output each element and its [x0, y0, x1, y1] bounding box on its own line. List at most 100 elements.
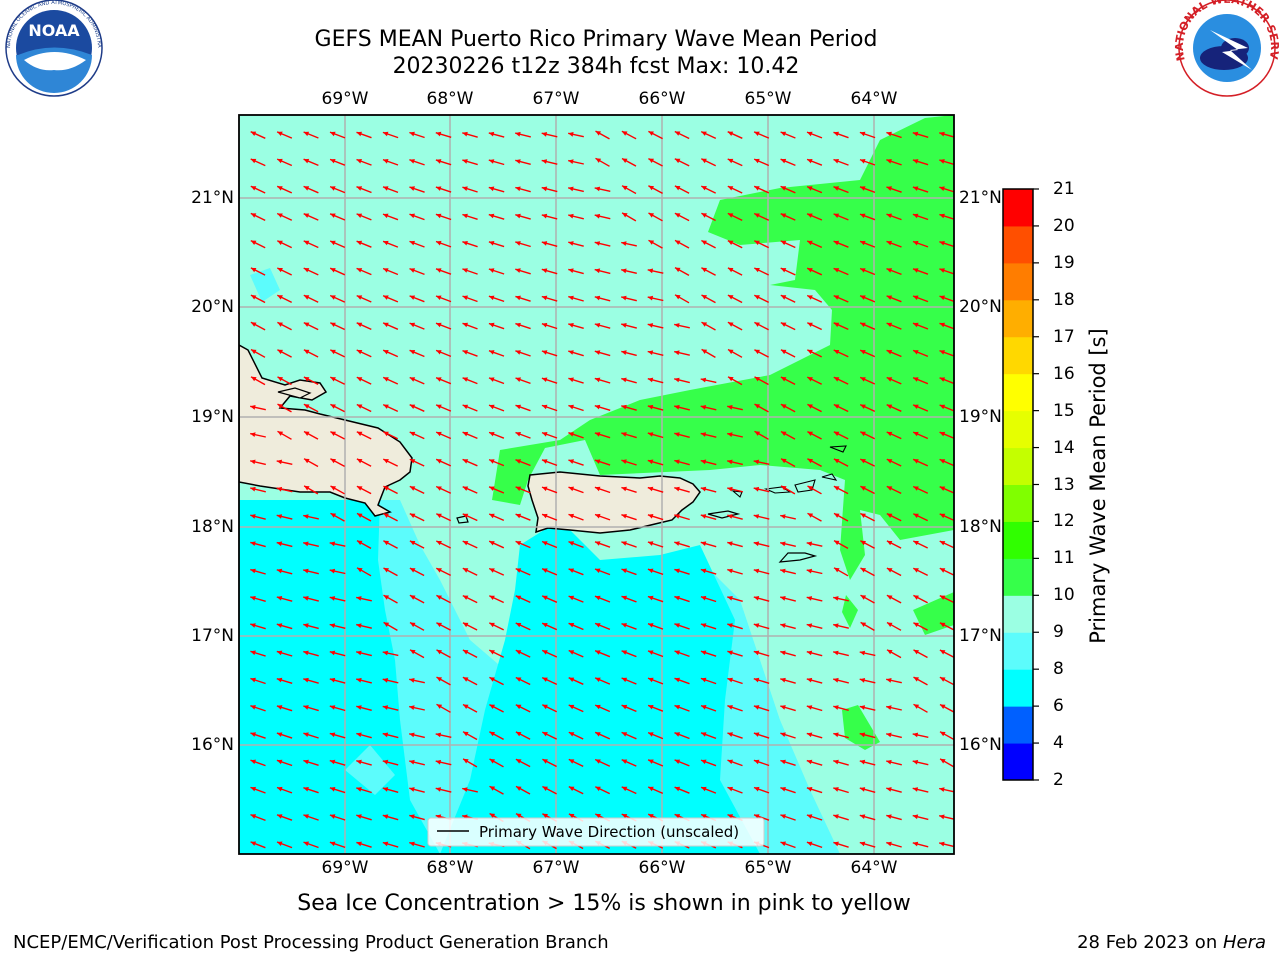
wave-arrow — [700, 623, 717, 630]
wave-arrow — [621, 404, 637, 411]
wave-arrow — [356, 841, 372, 848]
wave-arrow — [700, 158, 717, 167]
degree-label: 66°W — [638, 89, 686, 109]
wave-arrow — [647, 704, 664, 712]
wave-arrow — [674, 432, 690, 438]
wave-arrow — [621, 486, 637, 493]
wave-arrow — [647, 786, 664, 795]
colorbar-segment — [1003, 410, 1033, 449]
wave-arrow — [276, 759, 293, 767]
wave-arrow — [329, 568, 346, 575]
wave-arrow — [674, 486, 690, 493]
wave-arrow — [833, 403, 849, 413]
wave-arrow — [568, 241, 584, 247]
wave-arrow — [568, 785, 584, 795]
wave-arrow — [859, 814, 876, 821]
colorbar-tick-label: 14 — [1053, 437, 1075, 458]
wave-arrow — [488, 241, 505, 248]
wave-arrow — [754, 240, 769, 249]
wave-arrow — [594, 377, 611, 384]
wave-arrow — [303, 650, 319, 657]
wave-arrow — [753, 623, 770, 630]
degree-label: 21°N — [191, 188, 234, 208]
wave-arrow — [515, 676, 531, 686]
wave-arrow — [515, 241, 531, 248]
wave-arrow — [276, 212, 293, 221]
wave-arrow — [276, 814, 293, 821]
wave-arrow — [383, 594, 398, 604]
wave-arrow — [595, 157, 610, 167]
wave-arrow — [462, 159, 478, 166]
wave-arrow — [435, 431, 452, 440]
wave-arrow — [356, 650, 372, 657]
wave-arrow — [303, 430, 319, 440]
wave-arrow — [568, 132, 584, 138]
wave-arrow — [753, 514, 770, 520]
wave-arrow — [250, 813, 266, 822]
land-st-thomas — [763, 486, 792, 494]
wave-arrow — [886, 621, 902, 631]
wave-arrow — [621, 704, 637, 713]
wave-arrow — [409, 594, 425, 604]
wave-arrow — [807, 403, 822, 413]
wave-arrow — [435, 787, 452, 793]
wave-arrow — [303, 213, 319, 221]
wave-arrow — [648, 239, 663, 249]
wave-arrow — [330, 485, 345, 495]
wave-arrow — [647, 404, 664, 411]
wave-arrow — [700, 704, 717, 712]
degree-label: 67°W — [532, 89, 580, 109]
wave-arrow — [382, 131, 399, 139]
map-legend: Primary Wave Direction (unscaled) — [427, 817, 765, 847]
wave-arrow — [912, 431, 929, 440]
wave-arrow — [329, 240, 346, 249]
wave-arrow — [807, 512, 822, 522]
wave-arrow — [886, 295, 902, 303]
wave-arrow — [647, 731, 664, 740]
wave-arrow — [541, 377, 558, 384]
wave-arrow — [515, 268, 531, 275]
wave-arrow — [939, 841, 954, 848]
wave-arrow — [356, 322, 372, 331]
wave-arrow — [382, 705, 399, 711]
wave-arrow — [409, 404, 425, 412]
wave-arrow — [833, 814, 849, 821]
wave-arrow — [833, 512, 849, 522]
wave-arrow — [329, 759, 346, 766]
wave-arrow — [859, 787, 876, 793]
wave-arrow — [780, 814, 796, 821]
wave-arrow — [674, 704, 690, 712]
wave-arrow — [912, 322, 929, 330]
wave-arrow — [594, 541, 611, 548]
wave-arrow — [594, 486, 611, 494]
wave-arrow — [250, 212, 266, 222]
wave-arrow — [700, 185, 717, 194]
wave-arrow — [409, 322, 425, 330]
wave-arrow — [833, 158, 849, 166]
wave-arrow — [409, 349, 425, 358]
wave-arrow — [435, 240, 452, 248]
wave-arrow — [382, 841, 399, 848]
wave-arrow — [913, 594, 928, 604]
wave-arrow — [435, 567, 452, 577]
colorbar-tick-label: 12 — [1053, 511, 1075, 532]
wave-arrow — [409, 295, 425, 303]
wave-arrow — [727, 432, 743, 438]
wave-arrow — [674, 294, 690, 304]
wave-arrow — [409, 841, 425, 848]
wave-arrow — [329, 677, 346, 684]
wave-arrow — [700, 786, 717, 794]
wave-arrow — [541, 350, 558, 357]
wave-arrow — [806, 568, 823, 575]
wave-arrow — [647, 268, 664, 274]
land-culebra — [731, 490, 743, 498]
wave-arrow — [330, 403, 345, 413]
wave-arrow — [462, 322, 478, 330]
wave-arrow — [647, 295, 664, 302]
noaa-logo: NOAA NATIONAL OCEANIC AND ATMOSPHERIC AD… — [0, 0, 103, 97]
wave-arrow — [780, 677, 796, 684]
wave-arrow — [436, 622, 451, 631]
wave-arrow — [727, 596, 743, 602]
wave-arrow — [859, 678, 876, 684]
wave-arrow — [541, 159, 558, 165]
